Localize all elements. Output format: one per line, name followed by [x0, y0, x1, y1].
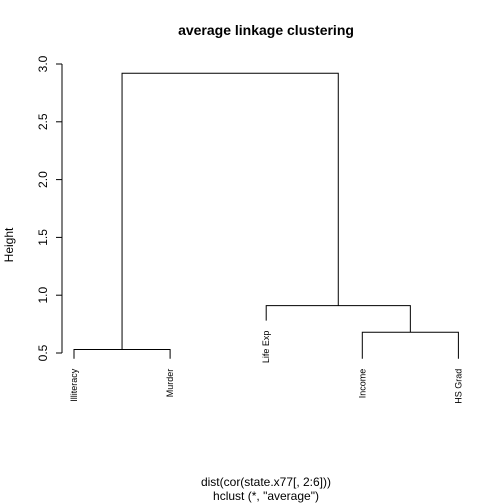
y-tick-label: 1.5 [36, 229, 50, 246]
chart-title: average linkage clustering [178, 22, 354, 38]
merge-link [121, 72, 339, 350]
x-axis-label-line1: dist(cor(state.x77[, 2:6])) [201, 475, 331, 489]
y-axis-label: Height [2, 227, 16, 262]
leaf-label: HS Grad [453, 369, 463, 404]
dendrogram-tree [73, 72, 459, 359]
leaf-label: Income [357, 369, 367, 399]
y-axis: 0.5 1.0 1.5 2.0 2.5 3.0 [36, 55, 63, 361]
x-axis-label-line2: hclust (*, "average") [213, 489, 319, 503]
y-tick-label: 0.5 [36, 344, 50, 361]
leaf-label: Illiteracy [69, 368, 79, 402]
y-tick-label: 3.0 [36, 55, 50, 72]
merge-link [361, 331, 459, 359]
leaf-label: Life Exp [261, 331, 271, 364]
y-tick-label: 2.0 [36, 171, 50, 188]
merge-link [73, 349, 171, 359]
y-tick-label: 1.0 [36, 287, 50, 304]
merge-link [265, 305, 411, 333]
leaf-label: Murder [165, 369, 175, 398]
y-tick-label: 2.5 [36, 113, 50, 130]
leaf-labels: Illiteracy Murder Life Exp Income HS Grad [69, 331, 463, 404]
